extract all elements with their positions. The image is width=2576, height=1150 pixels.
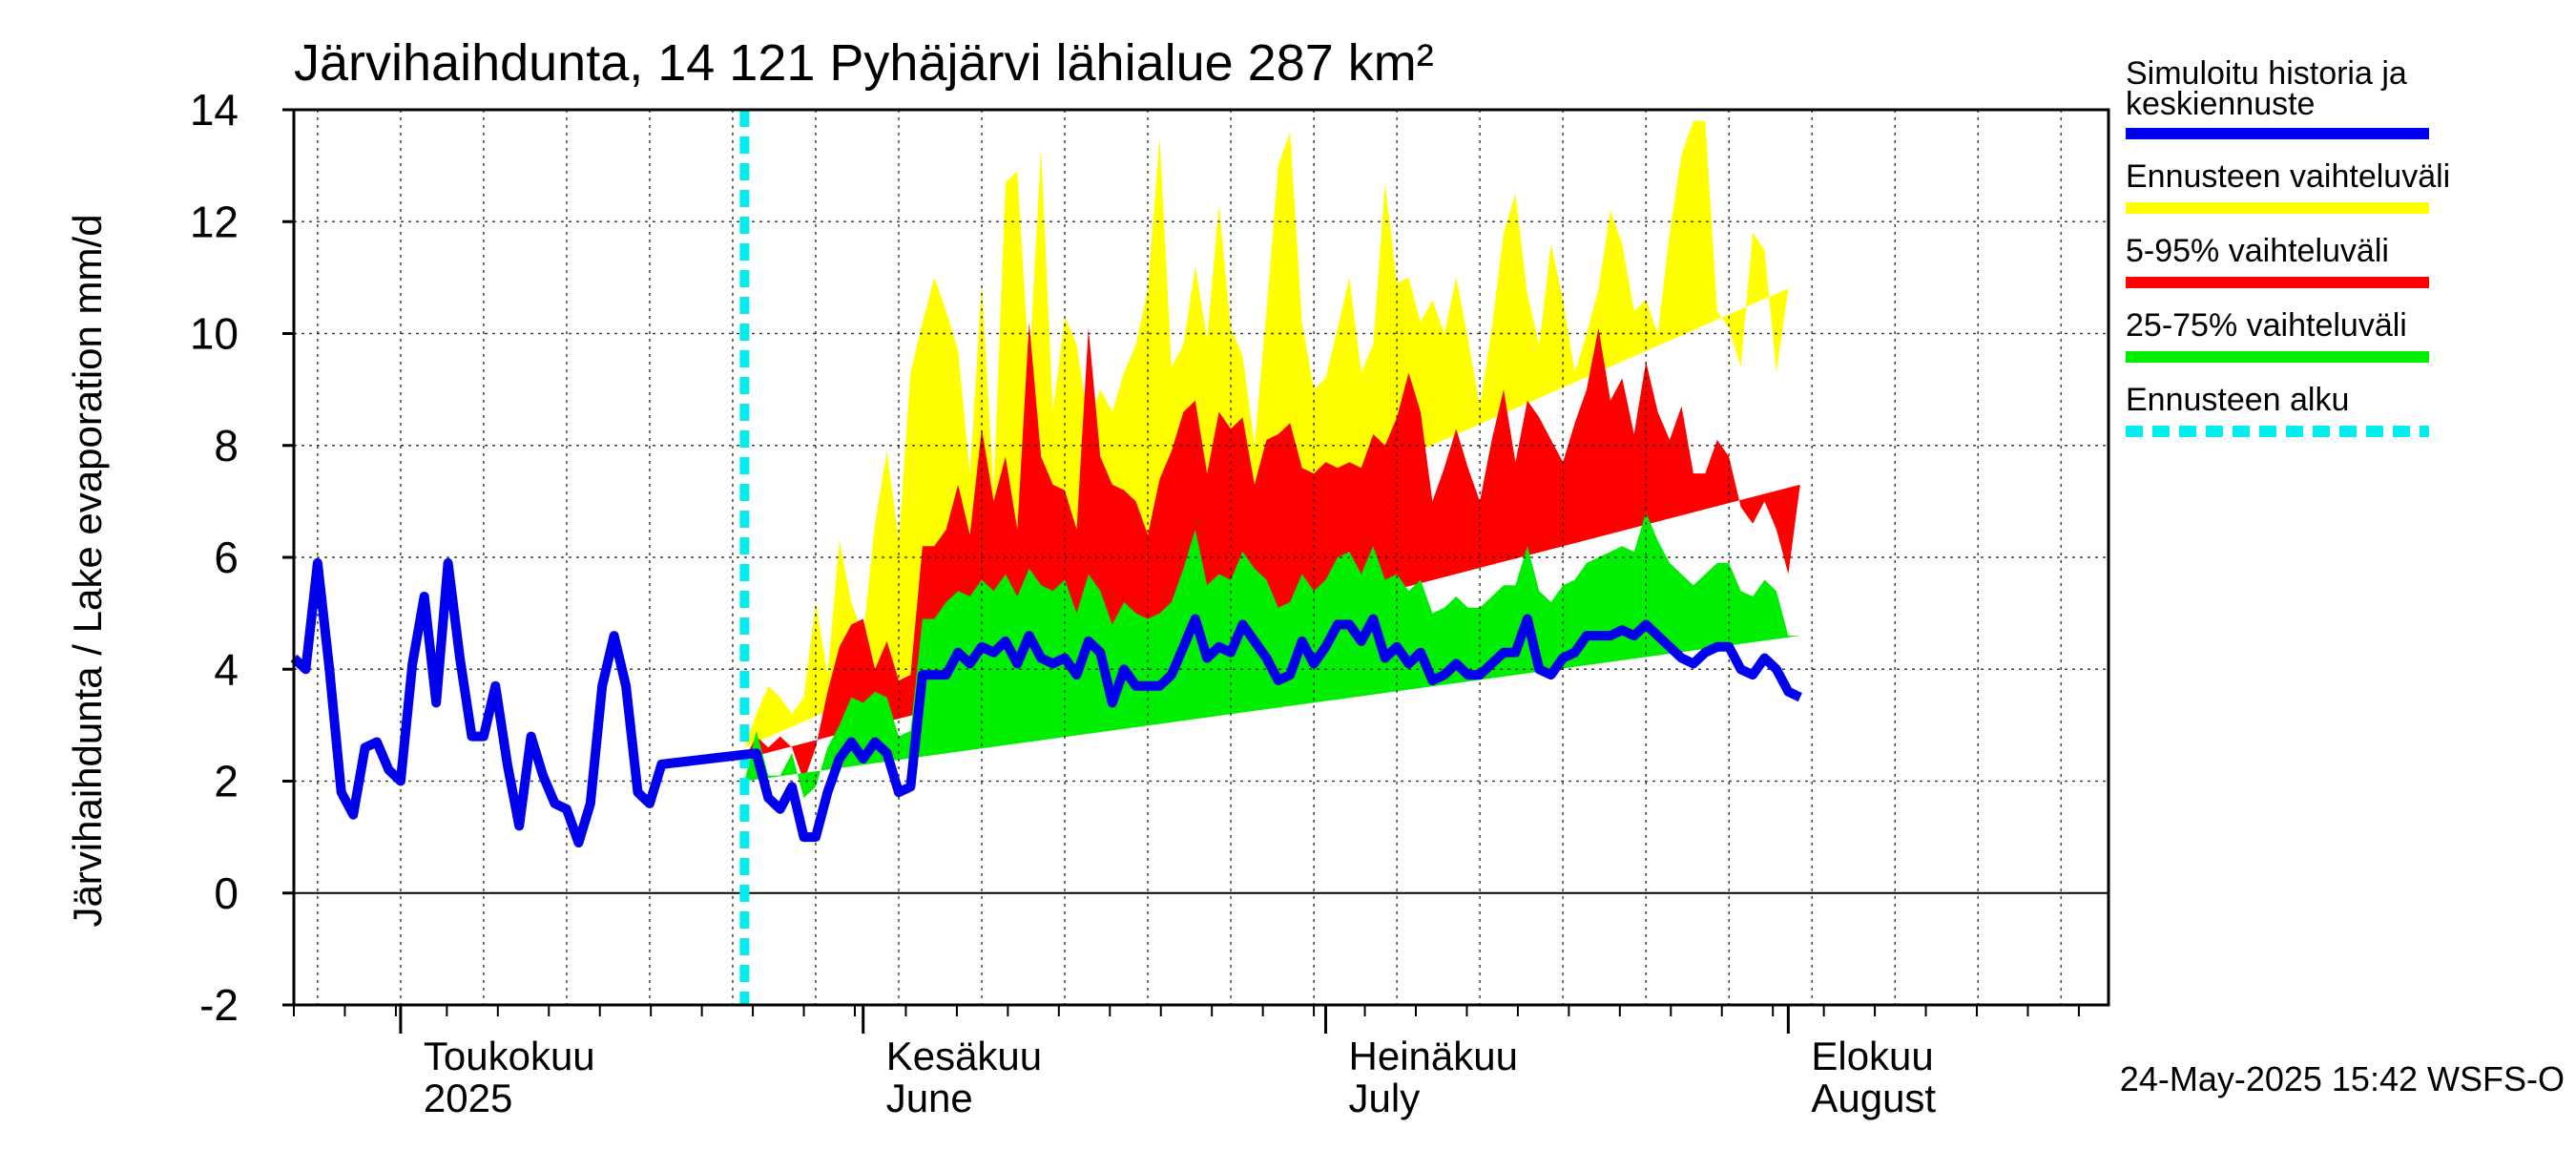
legend-label-p5_95: 5-95% vaihteluväli — [2126, 233, 2389, 269]
y-tick-label: 8 — [214, 421, 239, 470]
chart-title: Järvihaihdunta, 14 121 Pyhäjärvi lähialu… — [294, 34, 1434, 92]
y-tick-label: -2 — [199, 980, 239, 1030]
bands-layer — [744, 120, 1800, 799]
y-tick-label: 14 — [190, 85, 239, 135]
month-label: Elokuu — [1811, 1034, 1933, 1078]
y-tick-label: 12 — [190, 197, 239, 246]
month-label-secondary: July — [1349, 1076, 1421, 1120]
month-label-secondary: August — [1811, 1076, 1936, 1120]
month-label-secondary: June — [886, 1076, 973, 1120]
month-label: Heinäkuu — [1349, 1034, 1518, 1078]
month-label-secondary: 2025 — [424, 1076, 512, 1120]
y-tick-label: 6 — [214, 533, 239, 582]
legend-label-history-line2: keskiennuste — [2126, 86, 2315, 122]
y-tick-label: 4 — [214, 644, 239, 694]
legend-label-range: Ennusteen vaihteluväli — [2126, 158, 2450, 195]
legend-label-p25_75: 25-75% vaihteluväli — [2126, 307, 2407, 344]
month-label: Toukokuu — [424, 1034, 595, 1078]
timestamp: 24-May-2025 15:42 WSFS-O — [2120, 1059, 2565, 1098]
lines-layer — [290, 110, 1802, 1005]
p25-75-band — [744, 512, 1800, 799]
y-axis-label: Järvihaihdunta / Lake evaporation mm/d — [65, 214, 110, 927]
legend-label-history: Simuloitu historia ja — [2126, 55, 2407, 92]
month-label: Kesäkuu — [886, 1034, 1042, 1078]
legend-label-start: Ennusteen alku — [2126, 382, 2349, 418]
y-tick-label: 2 — [214, 757, 239, 806]
y-tick-label: 0 — [214, 868, 239, 918]
y-tick-label: 10 — [190, 309, 239, 359]
mean-line — [290, 557, 1802, 847]
